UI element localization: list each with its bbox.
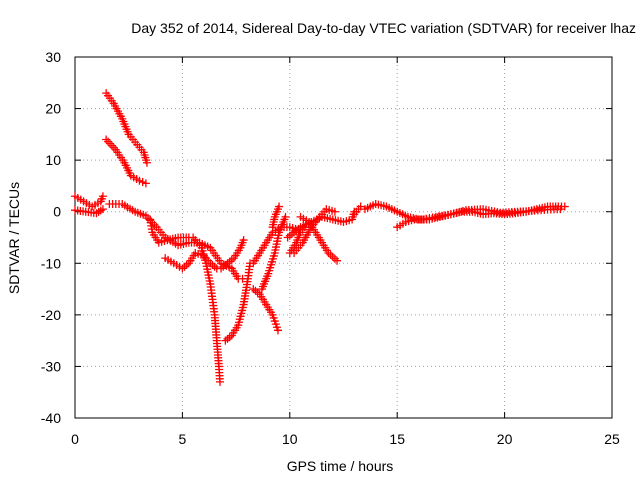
data-marker-track (71, 192, 107, 211)
y-axis-label: SDTVAR / TECUs (6, 182, 22, 294)
data-marker-track (217, 236, 248, 273)
data-points (71, 89, 569, 386)
y-tick-label: 0 (53, 204, 61, 220)
data-marker-track (249, 223, 303, 268)
x-tick-label: 25 (604, 431, 620, 447)
plot-frame (74, 56, 613, 419)
data-marker-track (268, 202, 284, 232)
x-axis-label: GPS time / hours (287, 458, 394, 474)
x-tick-label: 15 (389, 431, 405, 447)
series-track-13 (257, 212, 290, 294)
series-track-21 (393, 205, 565, 232)
data-marker-track (102, 135, 150, 188)
data-marker-track (161, 248, 221, 273)
data-marker-track (221, 259, 255, 345)
grid-lines (75, 57, 612, 418)
x-tick-label: 5 (179, 431, 187, 447)
x-tick-label: 0 (71, 431, 79, 447)
y-tick-label: 20 (45, 101, 61, 117)
data-marker-track (393, 205, 565, 232)
data-marker-track (257, 212, 290, 294)
tick-labels: 0 5 10 15 20 25 -40 -30 -20 -10 0 10 20 30 (41, 49, 620, 447)
series-track-14 (268, 202, 284, 232)
data-marker-track (102, 89, 151, 167)
x-tick-label: 20 (497, 431, 513, 447)
series-track-8 (189, 233, 224, 386)
y-tick-label: -30 (41, 358, 61, 374)
data-marker-track (189, 233, 224, 386)
y-tick-label: 30 (45, 49, 61, 65)
data-marker-track (283, 207, 359, 242)
y-tick-label: -10 (41, 255, 61, 271)
data-marker-track (146, 215, 193, 247)
series-track-6 (146, 215, 193, 247)
series-track-1 (102, 89, 151, 167)
y-tick-label: -20 (41, 307, 61, 323)
series-track-19 (350, 202, 365, 219)
series-track-11 (249, 223, 303, 268)
series-track-9 (217, 236, 248, 273)
series-track-4 (71, 205, 107, 218)
data-marker-track (249, 285, 282, 335)
chart-title: Day 352 of 2014, Sidereal Day-to-day VTE… (131, 20, 636, 36)
x-tick-label: 10 (282, 431, 298, 447)
series-track-10 (221, 259, 255, 345)
series-track-3 (71, 192, 107, 211)
data-marker-track (350, 202, 365, 219)
series-track-18 (283, 207, 359, 242)
y-tick-label: 10 (45, 152, 61, 168)
y-tick-label: -40 (41, 410, 61, 426)
series-track-7 (161, 248, 221, 273)
series-track-2 (102, 135, 150, 188)
series-track-12 (249, 285, 282, 335)
axis-ticks (74, 56, 613, 419)
data-marker-track (71, 205, 107, 218)
